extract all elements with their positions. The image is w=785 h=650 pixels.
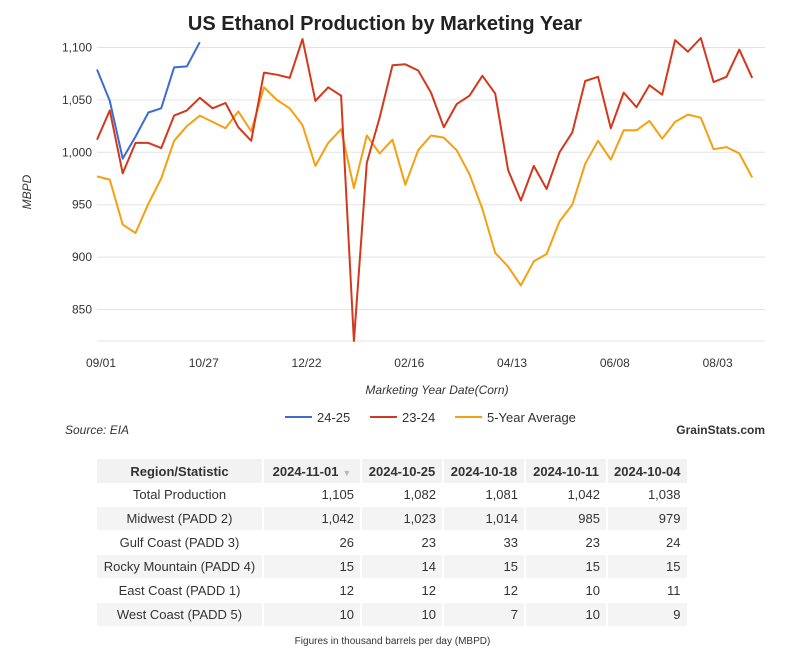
row-label: Rocky Mountain (PADD 4) [97,554,264,579]
column-header-sorted[interactable]: 2024-11-01 ▼ [263,459,362,483]
table-row: Gulf Coast (PADD 3) 26 23 33 23 24 [97,530,689,555]
table-cell: 12 [443,578,526,603]
row-label: Gulf Coast (PADD 3) [97,530,264,555]
table-cell: 1,042 [525,483,608,507]
y-tick-label: 1,100 [62,40,92,54]
table-cell: 1,038 [607,483,689,507]
column-header[interactable]: 2024-10-25 [361,459,444,483]
series-lines [96,37,754,342]
table-row: Total Production 1,105 1,082 1,081 1,042 1,03… [97,483,689,507]
chart-title: US Ethanol Production by Marketing Year [188,13,582,35]
table-cell: 11 [607,578,689,603]
table-cell: 26 [263,530,362,555]
x-tick-label: 10/27 [189,356,219,370]
y-tick-label: 1,050 [62,93,92,107]
table-cell: 979 [607,506,689,531]
table-cell: 15 [607,554,689,579]
x-tick-label: 12/22 [292,356,322,370]
x-tick-label: 06/08 [600,356,630,370]
table-cell: 15 [263,554,362,579]
table-cell: 23 [361,530,444,555]
grid-lines [97,46,765,342]
table-cell: 1,105 [263,483,362,507]
series-line-5-year-average [96,86,754,287]
series-line-24-25 [96,41,201,160]
x-axis-label: Marketing Year Date(Corn) [365,383,508,397]
row-label: Midwest (PADD 2) [97,506,264,531]
y-tick-label: 850 [72,303,92,317]
table-cell: 14 [361,554,444,579]
x-tick-label: 09/01 [86,356,116,370]
sort-down-icon: ▼ [342,467,352,478]
table-row: Midwest (PADD 2) 1,042 1,023 1,014 985 979 [97,506,689,531]
source-note: Source: EIA [65,423,130,437]
column-header[interactable]: 2024-10-18 [443,459,526,483]
table-row: East Coast (PADD 1) 12 12 12 10 11 [97,578,689,603]
legend-label: 5-Year Average [487,410,576,425]
y-axis-label: MBPD [20,174,34,209]
row-label: Total Production [97,483,264,507]
table-cell: 1,023 [361,506,444,531]
legend: 24-25 23-24 5-Year Average [285,410,576,425]
x-tick-label: 04/13 [497,356,527,370]
table-cell: 12 [361,578,444,603]
column-header[interactable]: Region/Statistic [97,459,264,483]
table-cell: 10 [525,602,608,627]
table-cell: 10 [525,578,608,603]
x-tick-label: 02/16 [394,356,424,370]
table-cell: 1,014 [443,506,526,531]
table-cell: 15 [525,554,608,579]
y-tick-label: 1,000 [62,145,92,159]
table-cell: 7 [443,602,526,627]
table-cell: 23 [525,530,608,555]
table-cell: 24 [607,530,689,555]
row-label: East Coast (PADD 1) [97,578,264,603]
production-line-chart: US Ethanol Production by Marketing Year … [20,13,765,425]
legend-label: 23-24 [402,410,435,425]
table-cell: 1,042 [263,506,362,531]
table-cell: 985 [525,506,608,531]
series-line-23-24 [96,37,754,342]
table-cell: 10 [361,602,444,627]
row-label: West Coast (PADD 5) [97,602,264,627]
table-row: Rocky Mountain (PADD 4) 15 14 15 15 15 [97,554,689,579]
brand-link[interactable]: GrainStats.com [676,423,765,437]
table-row: West Coast (PADD 5) 10 10 7 10 9 [97,602,689,627]
table-footnote: Figures in thousand barrels per day (MBP… [294,636,491,647]
x-tick-label: 08/03 [703,356,733,370]
y-tick-label: 950 [72,198,92,212]
table-header-row: Region/Statistic 2024-11-01 ▼ 2024-10-25 … [97,459,689,483]
column-header[interactable]: 2024-10-04 [607,459,689,483]
x-axis-ticks: 09/01 10/27 12/22 02/16 04/13 06/08 08/03 [86,356,733,370]
y-axis-ticks: 850 900 950 1,000 1,050 1,100 [62,40,92,316]
regional-stats-table: Region/Statistic 2024-11-01 ▼ 2024-10-25 … [97,459,689,627]
table-cell: 33 [443,530,526,555]
legend-label: 24-25 [317,410,350,425]
table-cell: 1,082 [361,483,444,507]
column-header[interactable]: 2024-10-11 [525,459,608,483]
table-cell: 15 [443,554,526,579]
y-tick-label: 900 [72,250,92,264]
table-cell: 10 [263,602,362,627]
table-cell: 12 [263,578,362,603]
table-cell: 9 [607,602,689,627]
table-cell: 1,081 [443,483,526,507]
